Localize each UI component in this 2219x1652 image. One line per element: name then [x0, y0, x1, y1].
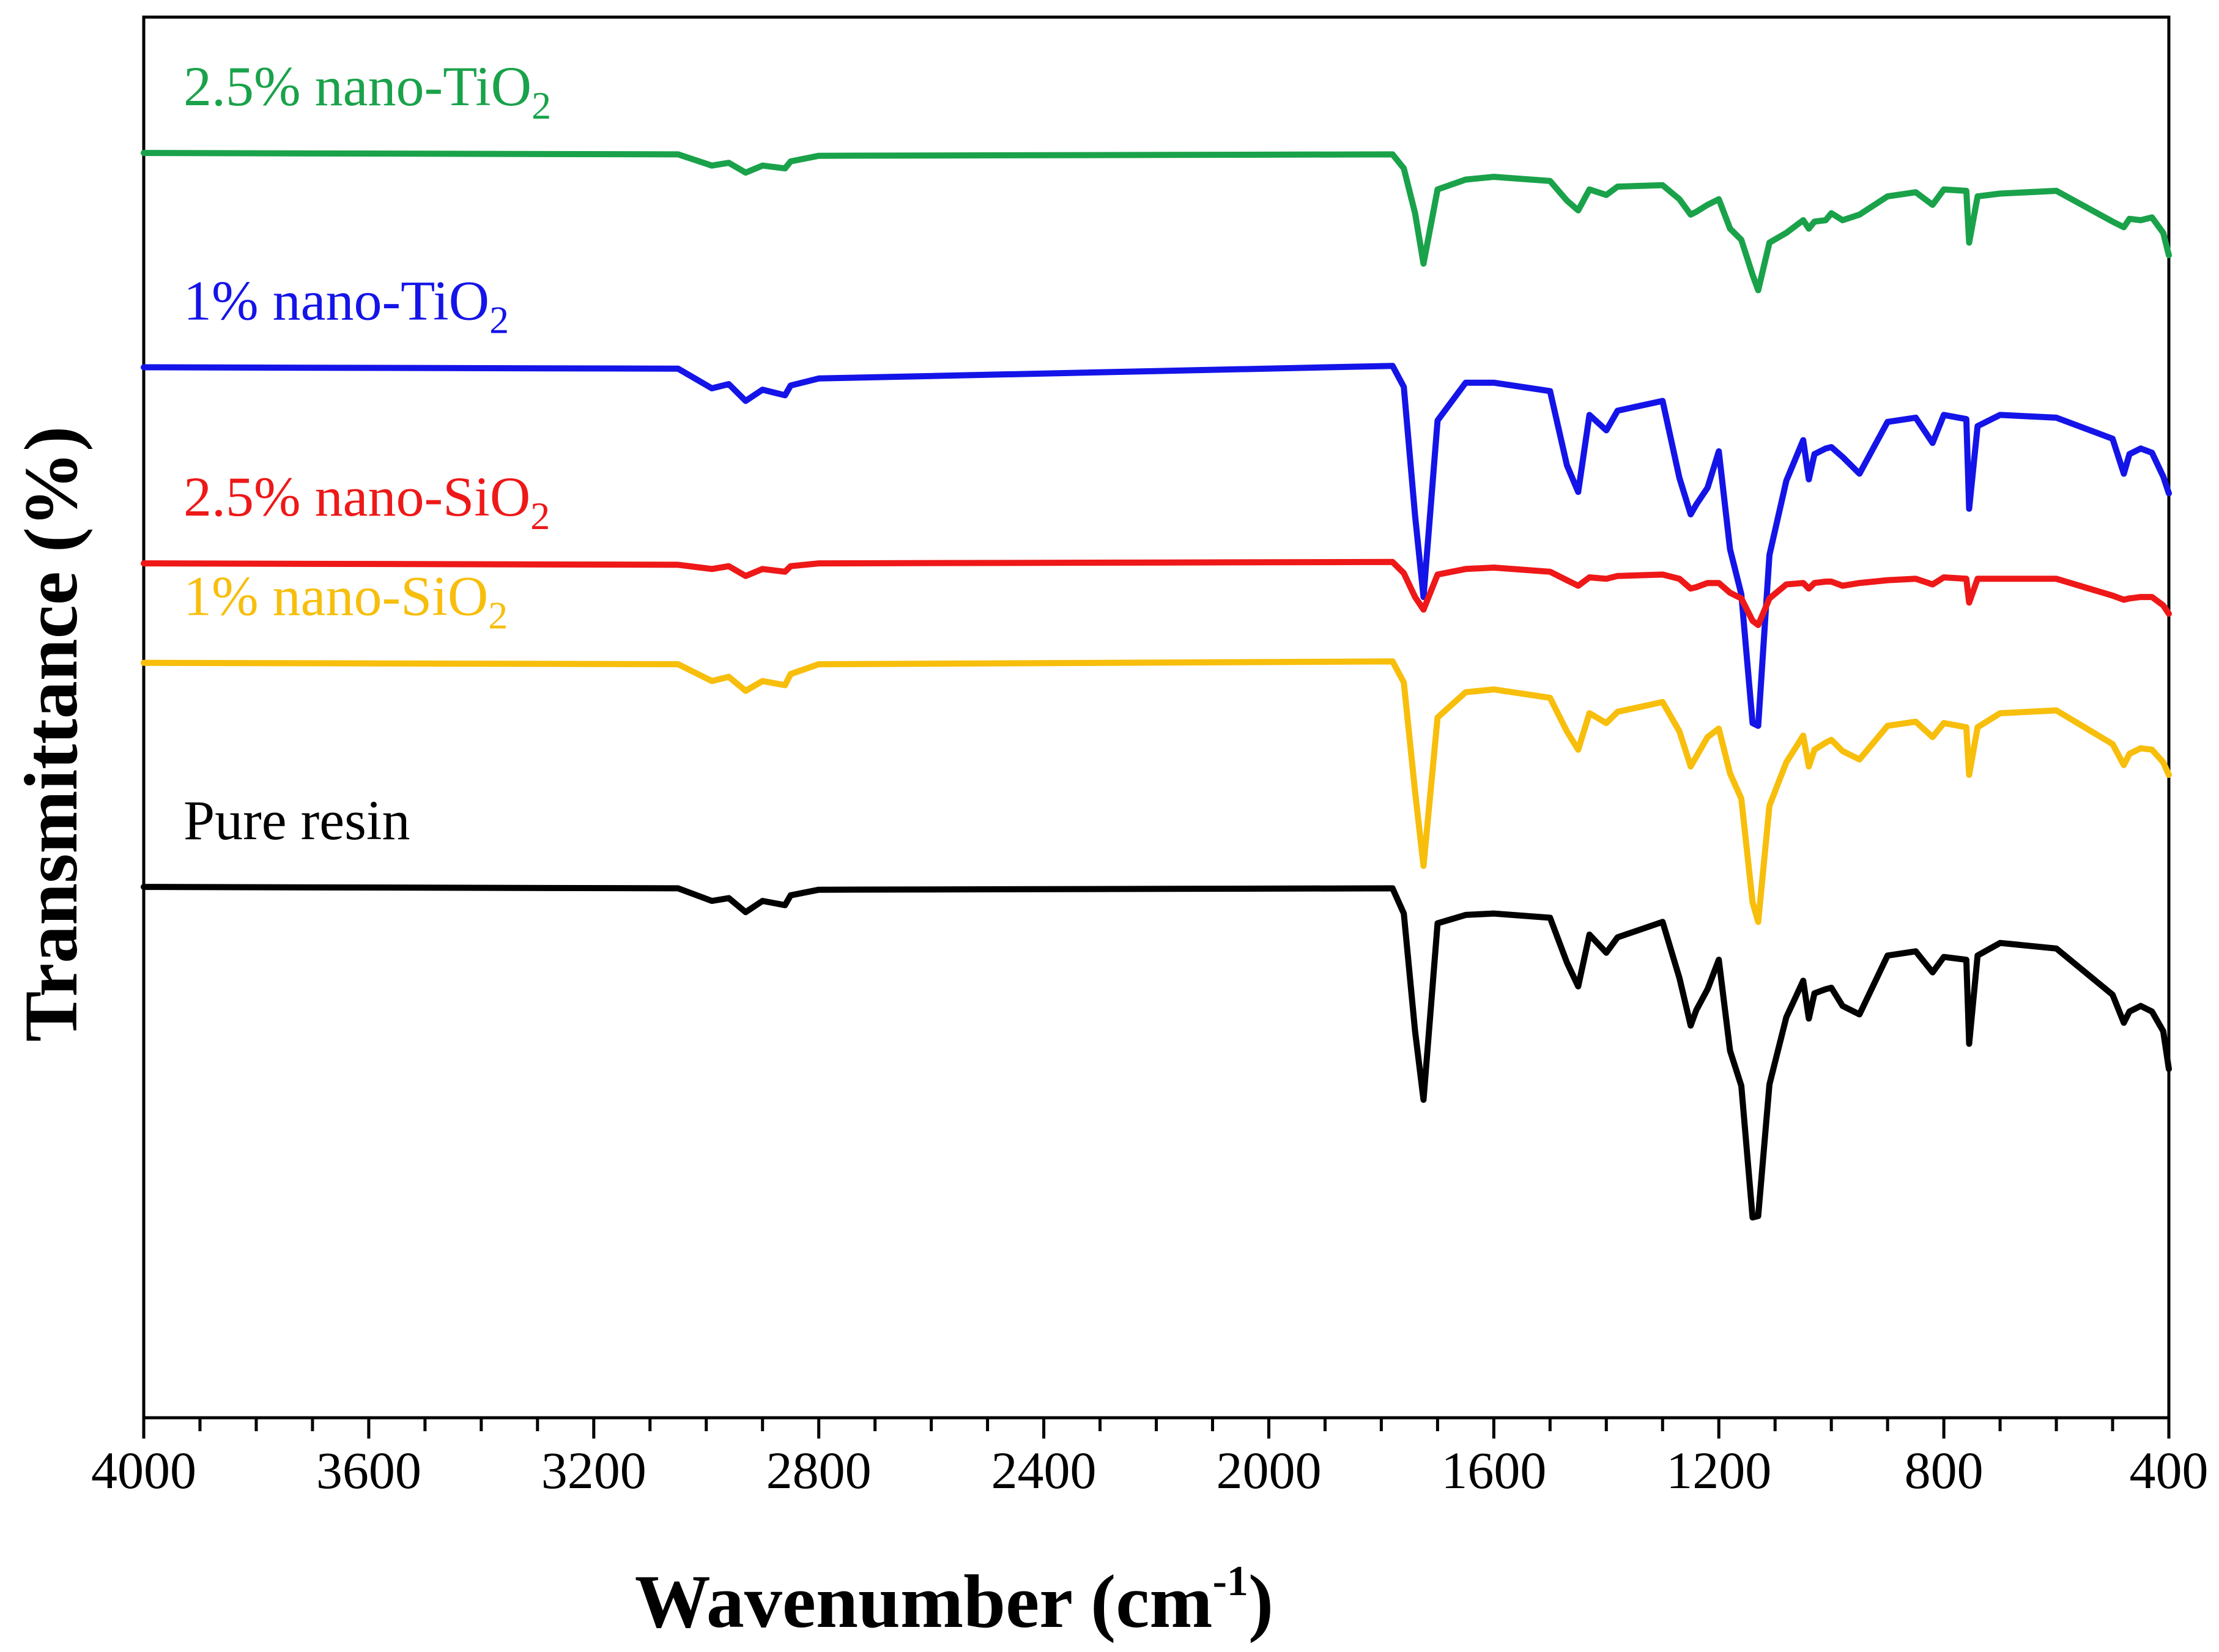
x-tick-label: 2400: [991, 1441, 1097, 1500]
series-line: [141, 150, 2172, 294]
series-lines: [141, 150, 2172, 1221]
series-line: [141, 658, 2172, 925]
series-label: 1% nano-SiO2: [183, 565, 508, 637]
x-tick-label: 3600: [316, 1441, 421, 1500]
series-label: 2.5% nano-TiO2: [183, 55, 551, 127]
x-axis-tick-labels: 4000 3600 3200 2800 2400 2000 1600 1200 800 400: [91, 1441, 2209, 1500]
series-label: 1% nano-TiO2: [183, 270, 509, 342]
x-tick-label: 400: [2130, 1441, 2209, 1500]
x-axis-ticks: [142, 1418, 2171, 1439]
x-tick-label: 800: [1905, 1441, 1984, 1500]
series-labels: 2.5% nano-TiO2 1% nano-TiO2 2.5% nano-SiO2…: [183, 55, 551, 851]
x-tick-label: 4000: [91, 1441, 196, 1500]
x-tick-label: 1200: [1666, 1441, 1771, 1500]
plot-frame: [142, 15, 2171, 1420]
series-line: [141, 558, 2172, 628]
series-line: [141, 884, 2172, 1221]
x-tick-label: 3200: [541, 1441, 646, 1500]
x-axis-title: Wavenumber (cm-1): [635, 1558, 1273, 1643]
x-tick-label: 1600: [1441, 1441, 1546, 1500]
x-tick-label: 2000: [1216, 1441, 1321, 1500]
series-line: [141, 363, 2172, 729]
series-label: 2.5% nano-SiO2: [183, 465, 550, 538]
x-tick-label: 2800: [766, 1441, 872, 1500]
series-label: Pure resin: [183, 789, 410, 851]
y-axis-title: Transmittance (%): [9, 426, 93, 1042]
